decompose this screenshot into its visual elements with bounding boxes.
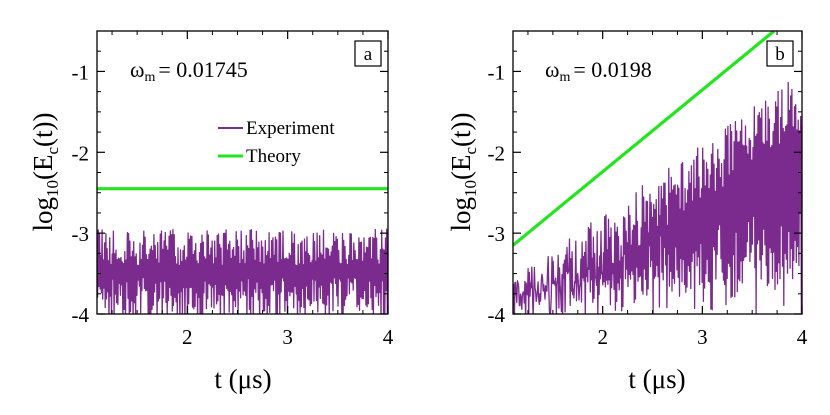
panel-b-xlabel-close: ) <box>677 364 686 394</box>
panel-b-ylabel-open: (E <box>446 155 476 180</box>
legend-label-experiment: Experiment <box>246 118 335 139</box>
legend-label-theory: Theory <box>246 146 301 167</box>
panel-a-annotation: ωm = 0.01745 <box>130 57 248 85</box>
panel-b-traces <box>513 31 802 314</box>
series-experiment-panel-a <box>97 228 388 314</box>
y-tick-label--1-panel-a: -1 <box>72 60 90 84</box>
panel-b-omega-value: = 0.0198 <box>573 57 651 82</box>
panel-b-ylabel-base: 10 <box>461 180 480 197</box>
svg-text:ωm= 0.01745: ωm = 0.01745 <box>130 57 248 85</box>
panel-b-tag-box <box>766 40 794 67</box>
panel-a-ticks: 2 3 4 -4 -3 -2 -1 <box>72 30 394 349</box>
panel-b-xlabel-main: t ( <box>628 364 651 394</box>
x-tick-label-3-panel-a: 3 <box>282 325 293 349</box>
y-tick-label--2-panel-a: -2 <box>72 141 90 165</box>
y-tick-label--3-panel-a: -3 <box>72 222 90 246</box>
panel-b-annotation: ωm = 0.0198 <box>545 57 652 85</box>
panel-b-ylabel-close: (t)) <box>446 112 476 146</box>
panel-b-omega-subscript: m <box>559 70 570 85</box>
panel-a-ylabel-base: 10 <box>43 180 62 197</box>
y-tick-label--3-panel-b: -3 <box>488 222 506 246</box>
svg-text:ωm= 0.0198: ωm = 0.0198 <box>545 57 652 85</box>
x-tick-label-2-panel-b: 2 <box>597 325 608 349</box>
panel-b: 2 3 4 -4 -3 -2 -1 ωm = 0.0198 b log10(Ec(t)) t … <box>446 30 808 394</box>
y-tick-label--4-panel-b: -4 <box>488 303 506 327</box>
y-tick-label--1-panel-b: -1 <box>488 60 506 84</box>
panel-b-ylabel: log10(Ec(t)) <box>446 112 480 231</box>
panel-a-ylabel-open: (E <box>28 155 58 180</box>
panel-a-xlabel: t (μs) <box>214 364 271 394</box>
x-tick-label-2-panel-a: 2 <box>182 325 193 349</box>
panel-b-xlabel-unit: μs <box>652 364 677 394</box>
panel-a-xlabel-main: t ( <box>214 364 237 394</box>
panel-a-omega-value: = 0.01745 <box>158 57 247 82</box>
panel-a-omega-subscript: m <box>144 70 155 85</box>
panel-a-ylabel-log: log <box>28 197 58 232</box>
y-tick-label--2-panel-b: -2 <box>488 141 506 165</box>
panel-b-omega-symbol: ω <box>545 57 559 82</box>
series-experiment-panel-b <box>513 81 802 314</box>
panel-a-ylabel-close: (t)) <box>28 112 58 146</box>
y-tick-label--4-panel-a: -4 <box>72 303 90 327</box>
panel-a: 2 3 4 -4 -3 -2 -1 ωm = 0.01745 a Experiment The… <box>28 30 394 394</box>
svg-text:log10(Ec(t)): log10(Ec(t)) <box>28 112 62 231</box>
x-tick-label-3-panel-b: 3 <box>697 325 708 349</box>
x-tick-label-4-panel-b: 4 <box>797 325 808 349</box>
panel-a-xlabel-close: ) <box>263 364 272 394</box>
panel-b-xlabel: t (μs) <box>628 364 685 394</box>
series-theory-panel-b <box>513 31 776 247</box>
panel-b-tag-text: b <box>775 44 785 65</box>
panel-b-ticks: 2 3 4 -4 -3 -2 -1 <box>488 30 808 349</box>
panel-a-ylabel-sub: c <box>43 147 62 155</box>
panel-a-traces <box>97 187 388 314</box>
panel-b-ylabel-log: log <box>446 197 476 232</box>
panel-a-tag-box <box>354 40 382 67</box>
panel-a-tag: a <box>354 40 382 67</box>
panel-a-xlabel-unit: μs <box>238 364 263 394</box>
panel-b-tag: b <box>766 40 794 67</box>
panel-a-tag-text: a <box>364 44 373 65</box>
panel-b-ylabel-sub: c <box>461 147 480 155</box>
panel-a-ylabel: log10(Ec(t)) <box>28 112 62 231</box>
legend: Experiment Theory <box>218 118 335 167</box>
svg-text:log10(Ec(t)): log10(Ec(t)) <box>446 112 480 231</box>
panel-a-omega-symbol: ω <box>130 57 144 82</box>
x-tick-label-4-panel-a: 4 <box>383 325 394 349</box>
